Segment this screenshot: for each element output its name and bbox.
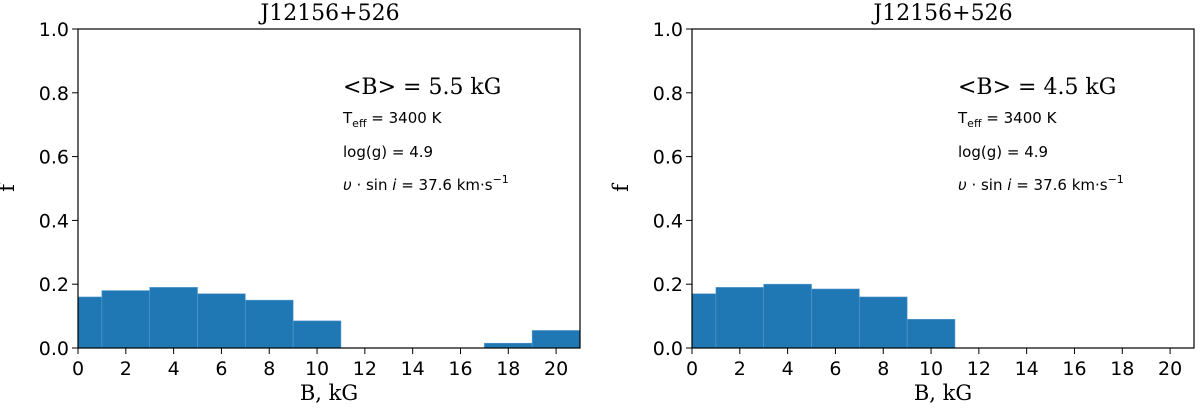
x-tick-label: 8 [877, 358, 889, 380]
x-tick-label: 14 [401, 358, 425, 380]
y-tick-label: 1.0 [39, 19, 69, 41]
x-tick-label: 10 [305, 358, 329, 380]
chart-title: J12156+526 [258, 1, 399, 26]
histogram-bar [292, 320, 342, 349]
y-axis-label: f [0, 182, 19, 192]
x-tick-label: 14 [1015, 358, 1039, 380]
histogram-bar [484, 342, 533, 349]
x-tick-label: 4 [168, 358, 180, 380]
vsini-annotation: υ · sin i = 37.6 km·s−1 [343, 173, 509, 194]
histogram-bars [77, 287, 581, 349]
chart-title: J12156+526 [871, 1, 1012, 26]
y-tick-label: 0.6 [653, 147, 683, 169]
annotation-block: <B> = 5.5 kG Teff = 3400 K log(g) = 4.9 … [342, 75, 509, 194]
panel-left: J12156+526 0 2 4 6 8 10 12 14 16 18 20 0.00.20.40.… [0, 1, 581, 405]
histogram-bar [245, 299, 294, 349]
x-tick-label: 10 [919, 358, 943, 380]
x-axis-label: B, kG [300, 381, 358, 405]
teff-annotation: Teff = 3400 K [957, 109, 1058, 130]
y-tick-label: 0.4 [653, 210, 683, 232]
x-axis-ticks: 0 2 4 6 8 10 12 14 16 18 20 [72, 348, 568, 380]
y-tick-label: 0.8 [39, 83, 69, 105]
y-tick-label: 0.2 [39, 274, 69, 296]
logg-annotation: log(g) = 4.9 [343, 143, 433, 161]
histogram-bar [763, 283, 812, 349]
histogram-bar [101, 290, 151, 349]
y-axis-ticks: 0.0 0.2 0.4 0.6 0.8 1.0 [653, 19, 692, 360]
y-tick-label: 0.0 [653, 338, 683, 360]
x-tick-label: 18 [496, 358, 520, 380]
y-tick-label: 0.6 [39, 147, 69, 169]
x-tick-label: 16 [448, 358, 472, 380]
x-tick-label: 12 [353, 358, 377, 380]
histogram-bar [197, 293, 246, 349]
y-tick-label: 0.8 [653, 83, 683, 105]
histogram-bar [77, 296, 103, 349]
mean-field-annotation: <B> = 5.5 kG [343, 75, 501, 100]
y-tick-label: 1.0 [653, 19, 683, 41]
vsini-annotation: υ · sin i = 37.6 km·s−1 [958, 173, 1124, 194]
histogram-bar [691, 293, 717, 349]
x-tick-label: 6 [215, 358, 227, 380]
x-tick-label: 16 [1062, 358, 1086, 380]
x-tick-label: 2 [734, 358, 746, 380]
y-axis-ticks: 0.0 0.2 0.4 0.6 0.8 1.0 [39, 19, 78, 360]
panel-right: J12156+526 0 2 4 6 8 10 12 14 16 18 20 0.00.20.40.… [609, 1, 1195, 405]
x-tick-label: 12 [967, 358, 991, 380]
histogram-bars [691, 283, 956, 349]
x-tick-label: 18 [1110, 358, 1134, 380]
x-axis-ticks: 0 2 4 6 8 10 12 14 16 18 20 [686, 348, 1182, 380]
y-tick-label: 0.4 [39, 210, 69, 232]
annotation-block: <B> = 4.5 kG Teff = 3400 K log(g) = 4.9 … [957, 75, 1124, 194]
histogram-bar [906, 318, 956, 349]
x-tick-label: 8 [263, 358, 275, 380]
histogram-bar [149, 287, 198, 349]
x-tick-label: 2 [120, 358, 132, 380]
x-tick-label: 6 [829, 358, 841, 380]
histogram-bar [531, 330, 581, 349]
x-tick-label: 0 [72, 358, 84, 380]
y-tick-label: 0.2 [653, 274, 683, 296]
plot-frame [691, 28, 1195, 349]
x-tick-label: 20 [544, 358, 568, 380]
y-tick-label: 0.0 [39, 338, 69, 360]
x-tick-label: 0 [686, 358, 698, 380]
x-axis-label: B, kG [914, 381, 972, 405]
y-axis-label: f [609, 182, 633, 192]
logg-annotation: log(g) = 4.9 [958, 143, 1048, 161]
histogram-bar [859, 296, 908, 349]
plot-frame [77, 28, 581, 349]
histogram-bar [715, 287, 765, 349]
x-tick-label: 20 [1158, 358, 1182, 380]
mean-field-annotation: <B> = 4.5 kG [958, 75, 1116, 100]
histogram-bar [811, 288, 860, 349]
teff-annotation: Teff = 3400 K [342, 109, 443, 130]
x-tick-label: 4 [782, 358, 794, 380]
